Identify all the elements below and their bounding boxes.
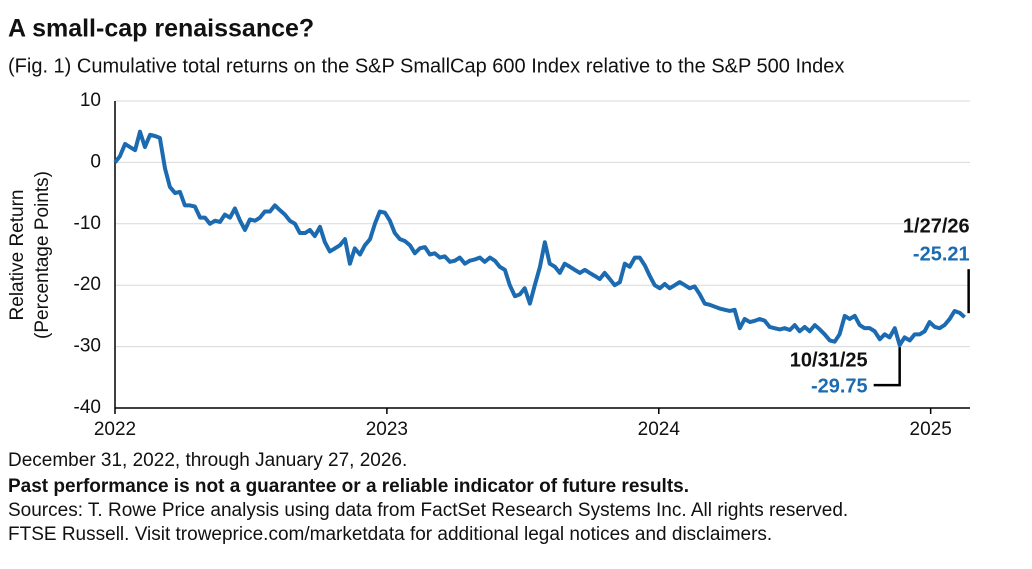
footnote: Past performance is not a guarantee or a… — [8, 476, 689, 497]
annotation-date: 1/27/26 — [903, 215, 970, 237]
y-tick-label: -40 — [74, 397, 101, 418]
y-tick-label: -30 — [74, 336, 101, 357]
x-tick-label: 2022 — [94, 419, 136, 440]
annotation-date: 10/31/25 — [790, 349, 868, 371]
x-tick-label: 2024 — [638, 419, 681, 440]
y-axis-label: Relative Return — [7, 190, 28, 321]
y-tick-label: -10 — [74, 213, 101, 234]
y-tick-label: 10 — [80, 90, 101, 111]
y-axis-label: (Percentage Points) — [32, 171, 53, 339]
annotation-value: -29.75 — [811, 375, 868, 397]
data-line — [113, 129, 966, 348]
footnote: December 31, 2022, through January 27, 2… — [8, 450, 407, 471]
footnote: Sources: T. Rowe Price analysis using da… — [8, 500, 848, 521]
leader-line — [873, 347, 901, 387]
x-tick-label: 2025 — [910, 419, 952, 440]
x-tick-label: 2023 — [366, 419, 408, 440]
annotation-value: -25.21 — [913, 243, 970, 265]
y-tick-label: 0 — [90, 151, 101, 172]
footnote: FTSE Russell. Visit troweprice.com/marke… — [8, 524, 772, 545]
chart-subtitle: (Fig. 1) Cumulative total returns on the… — [8, 55, 844, 77]
y-tick-label: -20 — [74, 274, 101, 295]
chart-title: A small-cap renaissance? — [8, 15, 314, 43]
